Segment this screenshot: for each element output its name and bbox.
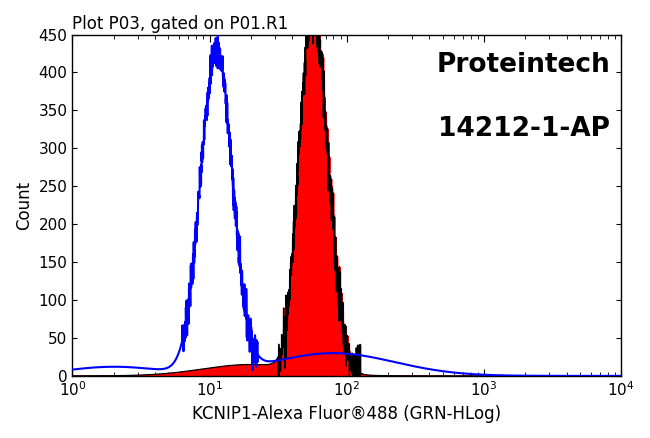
X-axis label: KCNIP1-Alexa Fluor®488 (GRN-HLog): KCNIP1-Alexa Fluor®488 (GRN-HLog): [192, 405, 501, 423]
Text: Plot P03, gated on P01.R1: Plot P03, gated on P01.R1: [72, 15, 289, 33]
Y-axis label: Count: Count: [15, 180, 33, 230]
Text: Proteintech: Proteintech: [436, 52, 610, 78]
Text: 14212-1-AP: 14212-1-AP: [438, 117, 610, 142]
